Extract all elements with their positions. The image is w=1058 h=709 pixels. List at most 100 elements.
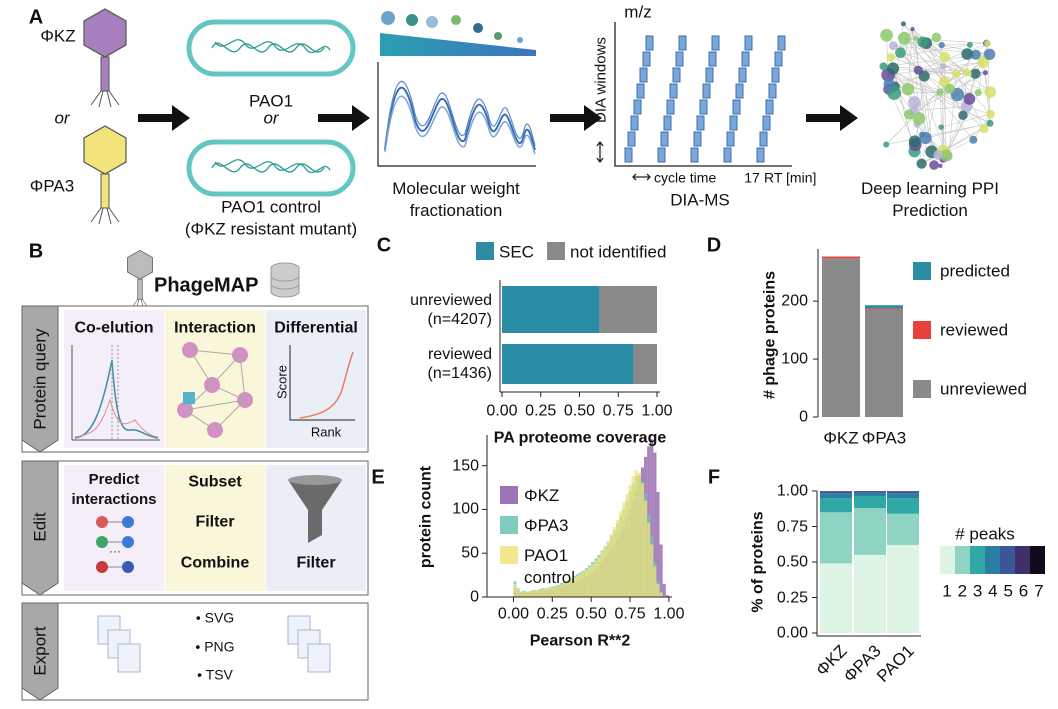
- y-tick-label: 1.00: [776, 482, 808, 500]
- colorbar-block: [1000, 546, 1015, 574]
- y-axis-label: % of proteins: [749, 511, 767, 613]
- network-edge: [944, 82, 947, 156]
- bar-segment: [865, 309, 903, 417]
- dia-window: [777, 35, 786, 51]
- label: DIA windows: [592, 37, 610, 123]
- x-tick-label: ΦKZ: [823, 428, 859, 448]
- network-node: [929, 160, 939, 170]
- histogram-bar: [575, 575, 579, 597]
- network-node: [886, 62, 900, 75]
- bar-segment: [820, 498, 852, 513]
- gradient-wedge: [380, 33, 536, 56]
- dia-windows: [624, 35, 786, 163]
- network-node: [961, 48, 973, 60]
- network-node: [887, 85, 902, 100]
- histogram-bar: [612, 526, 617, 597]
- network-node: [880, 28, 893, 42]
- x-tick-label: 1.00: [653, 605, 685, 623]
- label: DIA-MS: [670, 190, 730, 210]
- section-item: Filter: [195, 513, 235, 531]
- histogram-bar: [578, 574, 582, 597]
- histogram-bar: [535, 589, 539, 597]
- network-node: [958, 110, 968, 121]
- dia-window: [633, 99, 642, 115]
- section-item: Co-elution: [74, 319, 154, 337]
- bar-segment: [820, 563, 852, 633]
- colorbar-block: [985, 546, 1000, 574]
- network-node: [970, 49, 981, 60]
- export-box: [21, 602, 369, 701]
- legend-swatch: [913, 321, 931, 339]
- network-node: [886, 52, 896, 62]
- network-edge: [888, 54, 976, 90]
- legend-label: 5: [1003, 581, 1013, 601]
- dia-window: [741, 51, 750, 67]
- dia-window: [756, 147, 765, 163]
- x-tick-label: 0.25: [536, 605, 568, 623]
- bar-segment: [865, 305, 903, 309]
- network-edge: [913, 106, 967, 111]
- histogram-bar: [662, 583, 666, 597]
- label: 17: [744, 169, 760, 186]
- histogram-bar: [522, 591, 526, 597]
- network-node: [979, 124, 989, 134]
- cell: [186, 139, 356, 197]
- network-node: [984, 86, 997, 98]
- histogram-bar: [600, 551, 604, 597]
- dia-window: [726, 131, 735, 147]
- network-node: [939, 51, 951, 63]
- bar-segment: [865, 308, 903, 310]
- dia-window: [771, 67, 780, 83]
- network-edge: [941, 43, 988, 46]
- panel-label: D: [706, 234, 722, 257]
- bar-segment: [887, 491, 919, 492]
- network-node: [888, 41, 898, 51]
- network-edge: [943, 128, 985, 152]
- histogram-bar: [640, 483, 645, 597]
- dia-window: [663, 115, 672, 131]
- network: [879, 21, 997, 170]
- dia-window: [660, 131, 669, 147]
- histogram-bar: [634, 470, 638, 597]
- label: Molecular weight fractionation: [392, 179, 520, 220]
- histogram-bar: [525, 591, 529, 597]
- network-node: [963, 93, 976, 105]
- y-tick-label: 100: [781, 350, 808, 368]
- dia-window: [627, 131, 636, 147]
- dia-window: [744, 35, 753, 51]
- legend-swatch: [500, 486, 518, 504]
- y-tick-label: 0.75: [776, 518, 808, 535]
- section-item: Differential: [274, 319, 358, 337]
- dia-window: [774, 51, 783, 67]
- network-edge: [926, 42, 991, 115]
- y-tick-label: unreviewed (n=4207): [410, 291, 492, 328]
- network-node: [916, 158, 927, 169]
- section-item: Filter: [296, 554, 336, 572]
- bar-segment: [820, 491, 852, 492]
- network-node: [938, 41, 945, 49]
- histogram-bar: [597, 556, 601, 597]
- legend-label: predicted: [940, 261, 1010, 281]
- histogram-bar: [544, 588, 548, 597]
- bar-segment: [854, 508, 886, 555]
- bar-segment: [887, 493, 919, 499]
- legend-label: not identified: [570, 242, 667, 262]
- histogram-bar: [594, 560, 598, 597]
- x-tick-label: 0.00: [497, 605, 529, 623]
- svg-text:···: ···: [109, 544, 121, 558]
- dia-window: [669, 83, 678, 99]
- legend-label: PAO1 control: [524, 546, 576, 587]
- histogram-bar: [513, 583, 517, 597]
- query-box: [21, 305, 369, 453]
- network-node: [970, 68, 981, 79]
- network-node: [938, 124, 944, 130]
- network-node: [944, 83, 955, 94]
- section-item: Predict interactions: [71, 471, 157, 508]
- dia-window: [639, 67, 648, 83]
- y-tick-label: 200: [781, 292, 808, 310]
- legend-label: 7: [1034, 581, 1044, 601]
- y-tick-label: 150: [452, 457, 479, 475]
- network-edge: [904, 37, 967, 73]
- network-edge: [907, 29, 913, 90]
- histogram-bar: [572, 577, 576, 597]
